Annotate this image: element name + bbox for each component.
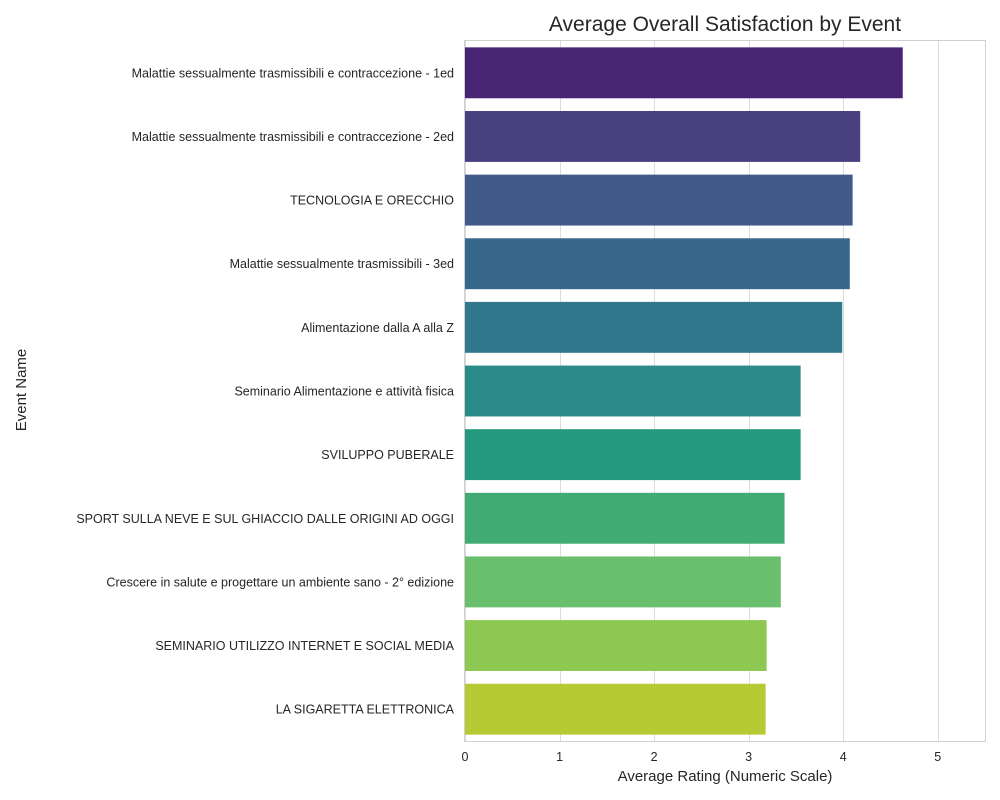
bar	[465, 620, 767, 671]
y-tick-label: Malattie sessualmente trasmissibili e co…	[132, 66, 454, 80]
y-tick-label: Seminario Alimentazione e attività fisic…	[234, 385, 454, 399]
y-tick-label: TECNOLOGIA E ORECCHIO	[290, 194, 454, 208]
bar	[465, 492, 785, 544]
x-tick-labels: 0 1 2 3 4 5	[462, 750, 942, 764]
bars	[465, 47, 903, 735]
bar	[465, 111, 861, 162]
y-axis-label: Event Name	[13, 349, 30, 432]
y-tick-labels: Malattie sessualmente trasmissibili e co…	[76, 66, 454, 716]
x-tick-label: 2	[651, 750, 658, 764]
y-tick-label: SVILUPPO PUBERALE	[321, 448, 454, 462]
x-tick-label: 1	[556, 750, 563, 764]
y-tick-label: Alimentazione dalla A alla Z	[301, 321, 454, 335]
bar	[465, 174, 853, 226]
x-tick-label: 0	[462, 750, 469, 764]
bar	[465, 365, 801, 417]
y-tick-label: Crescere in salute e progettare un ambie…	[106, 575, 454, 589]
bar	[465, 301, 843, 353]
y-tick-label: SEMINARIO UTILIZZO INTERNET E SOCIAL MED…	[155, 639, 454, 653]
x-axis-label: Average Rating (Numeric Scale)	[618, 768, 833, 785]
y-tick-label: Malattie sessualmente trasmissibili - 3e…	[230, 257, 454, 271]
y-tick-label: LA SIGARETTA ELETTRONICA	[276, 703, 455, 717]
x-tick-label: 5	[934, 750, 941, 764]
bar	[465, 238, 850, 290]
y-tick-label: SPORT SULLA NEVE E SUL GHIACCIO DALLE OR…	[76, 512, 454, 526]
bar	[465, 556, 781, 608]
bar	[465, 683, 766, 735]
bar	[465, 47, 903, 99]
plot-frame	[464, 40, 986, 742]
bar	[465, 429, 801, 481]
x-tick-label: 3	[745, 750, 752, 764]
y-tick-label: Malattie sessualmente trasmissibili e co…	[132, 130, 454, 144]
chart-title: Average Overall Satisfaction by Event	[549, 13, 901, 36]
x-tick-label: 4	[840, 750, 847, 764]
